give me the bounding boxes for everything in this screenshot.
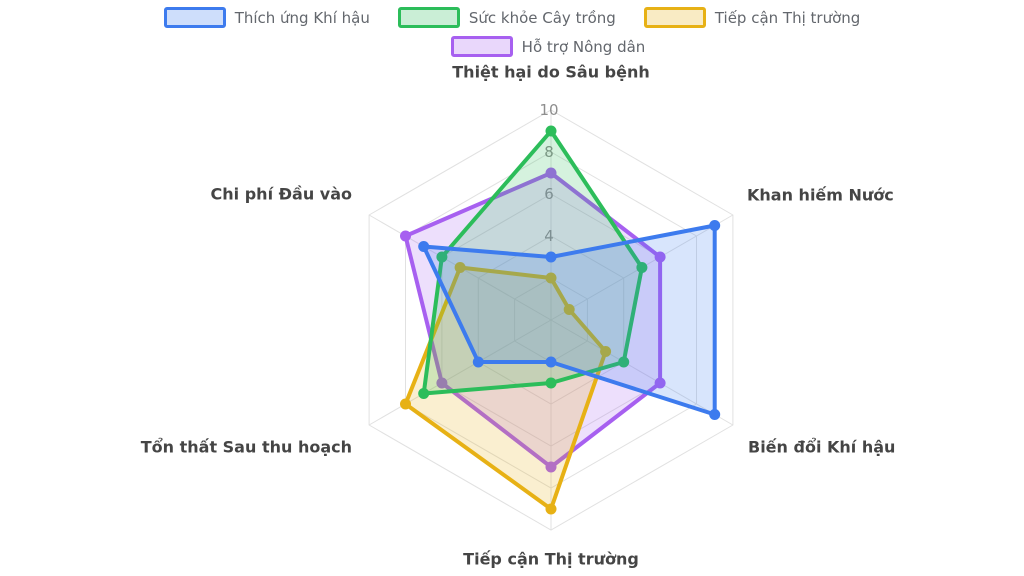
data-point	[418, 388, 430, 399]
axis-label-pest-damage: Thiệt hại do Sâu bệnh	[452, 62, 650, 82]
series-fill	[423, 225, 715, 415]
data-point	[545, 461, 557, 473]
axis-label-market-access: Tiếp cận Thị trường	[463, 549, 639, 569]
data-point	[545, 356, 557, 368]
data-point	[545, 272, 557, 284]
data-point	[454, 262, 466, 273]
legend-label: Thích ứng Khí hậu	[234, 8, 370, 27]
data-point	[600, 346, 612, 357]
data-point	[545, 503, 557, 515]
tick-label: 4	[544, 227, 554, 245]
radial-ticks: 4 6 8 10	[539, 101, 558, 245]
data-point	[709, 409, 721, 420]
data-point	[709, 220, 721, 231]
data-point	[563, 304, 575, 315]
grid-spoke	[368, 319, 552, 426]
legend-item-climate-adaptation[interactable]: Thích ứng Khí hậu	[163, 7, 370, 28]
legend-item-farmer-support[interactable]: Hỗ trợ Nông dân	[450, 36, 646, 57]
chart-legend: Thích ứng Khí hậu Sức khỏe Cây trồng Tiếp …	[0, 3, 1024, 61]
data-point	[545, 377, 557, 389]
data-point	[654, 251, 666, 263]
series-fill	[423, 131, 642, 394]
data-point	[436, 251, 448, 263]
tick-label: 8	[544, 143, 554, 161]
legend-label: Hỗ trợ Nông dân	[521, 37, 646, 56]
legend-swatch-icon	[450, 36, 513, 57]
axis-label-post-harvest-loss: Tổn thất Sau thu hoạch	[140, 437, 352, 457]
legend-item-crop-health[interactable]: Sức khỏe Cây trồng	[397, 7, 616, 28]
legend-swatch-icon	[643, 7, 706, 28]
data-point	[654, 377, 666, 389]
axis-label-water-scarcity: Khan hiếm Nước	[747, 185, 894, 205]
series-crop-health	[418, 125, 648, 399]
axis-label-input-costs: Chi phí Đầu vào	[210, 184, 352, 204]
legend-swatch-icon	[397, 7, 460, 28]
tick-label: 10	[539, 101, 558, 119]
axis-label-climate-change: Biến đổi Khí hậu	[748, 437, 896, 457]
data-point	[618, 356, 630, 368]
data-point	[545, 251, 557, 263]
data-point	[400, 398, 411, 410]
legend-swatch-icon	[163, 7, 226, 28]
legend-label: Sức khỏe Cây trồng	[468, 8, 616, 27]
legend-label: Tiếp cận Thị trường	[714, 8, 861, 27]
tick-label: 6	[544, 185, 554, 203]
data-point	[636, 262, 648, 273]
grid-spoke	[550, 319, 734, 426]
data-point	[545, 167, 557, 179]
data-point	[436, 377, 448, 389]
legend-row: Thích ứng Khí hậu Sức khỏe Cây trồng Tiếp …	[150, 3, 875, 32]
data-point	[472, 356, 484, 368]
data-point	[545, 125, 557, 137]
data-point	[400, 230, 411, 242]
legend-item-market-access[interactable]: Tiếp cận Thị trường	[643, 7, 861, 28]
series-climate-adaptation	[418, 220, 721, 420]
legend-row: Hỗ trợ Nông dân	[437, 32, 660, 61]
data-point	[418, 241, 430, 252]
